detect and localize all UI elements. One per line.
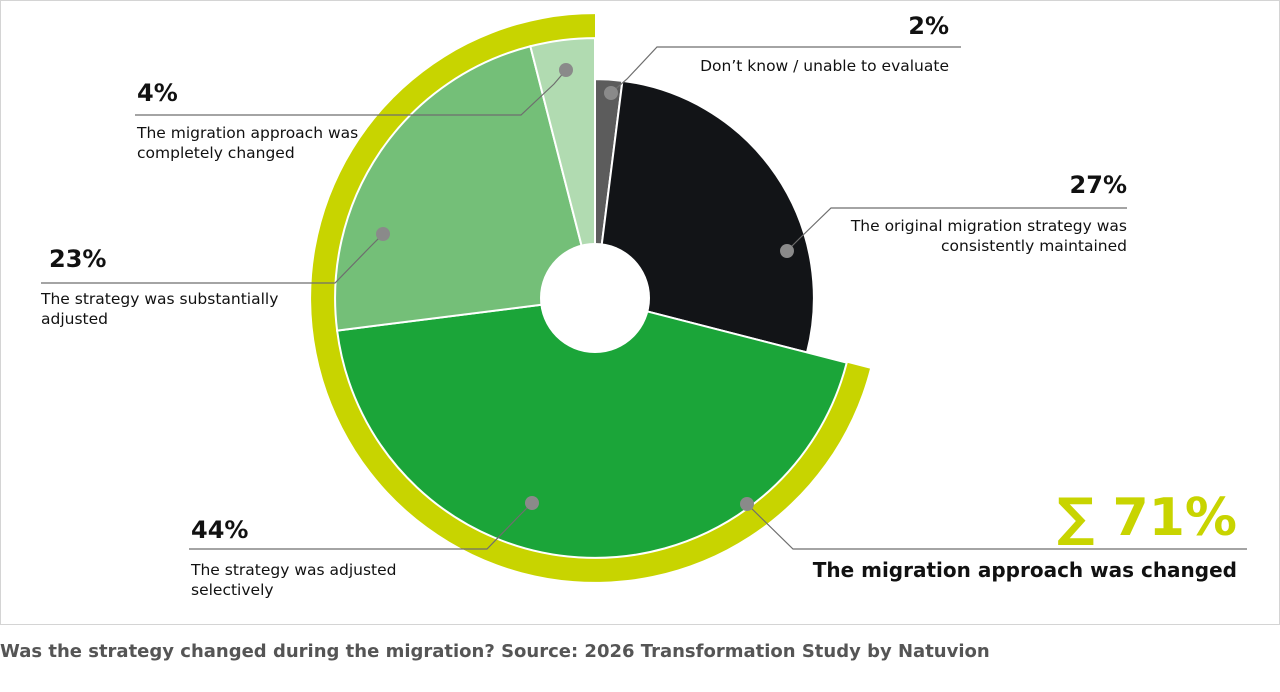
slice-category-label: The strategy was adjusted [190, 561, 397, 579]
slice-percent-label: 4% [137, 79, 178, 107]
summary-total-value: ∑ 71% [1057, 488, 1237, 548]
donut-hole [540, 243, 650, 353]
slice-category-label: completely changed [137, 144, 295, 162]
leader-dot-5 [559, 63, 573, 77]
slice-percent-label: 44% [191, 516, 248, 544]
leader-line-4 [41, 233, 384, 284]
slice-category-label: Don’t know / unable to evaluate [700, 57, 949, 75]
slice-percent-label: 23% [49, 245, 106, 273]
donut-chart: 2% Don’t know / unable to evaluate 27% The … [40, 12, 1247, 599]
leader-line-2 [786, 207, 1127, 252]
slice-category-label: adjusted [41, 310, 108, 328]
slice-category-label: selectively [191, 581, 274, 599]
slice-percent-label: 2% [908, 12, 949, 40]
leader-dot-1 [604, 86, 618, 100]
chart-caption: Was the strategy changed during the migr… [0, 641, 990, 662]
leader-dot-4 [376, 227, 390, 241]
leader-line-1 [610, 46, 961, 94]
summary-label: The migration approach was changed [813, 558, 1237, 582]
chart-frame: 2% Don’t know / unable to evaluate 27% The … [0, 0, 1280, 625]
leader-line-5 [135, 69, 567, 116]
slice-category-label: The migration approach was [136, 124, 358, 142]
summary-leader-dot [740, 497, 754, 511]
leader-dot-3 [525, 496, 539, 510]
slice-category-label: consistently maintained [941, 237, 1127, 255]
leader-dot-2 [780, 244, 794, 258]
slice-category-label: The original migration strategy was [850, 217, 1127, 235]
summary-leader-line [746, 503, 1247, 550]
leader-line-3 [189, 502, 533, 550]
slice-percent-label: 27% [1070, 171, 1127, 199]
slice-category-label: The strategy was substantially [40, 290, 278, 308]
